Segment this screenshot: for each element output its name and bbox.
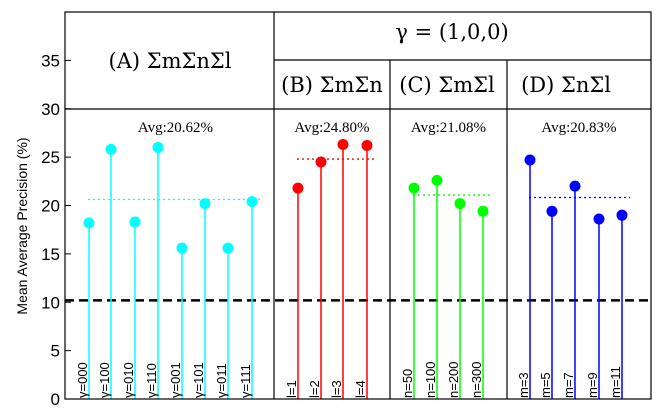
panel-title-D: (D) ΣnΣl (521, 73, 611, 97)
category-label-A: γ=111 (238, 364, 253, 398)
stem-marker-B (315, 156, 327, 168)
panel-title-B: (B) ΣmΣn (281, 73, 383, 97)
y-tick-label: 30 (41, 100, 60, 119)
category-label-C: n=200 (446, 361, 461, 398)
category-label-B: l=4 (353, 380, 368, 398)
y-tick-label: 0 (51, 390, 60, 409)
category-label-C: n=300 (469, 361, 484, 398)
category-label-D: m=7 (561, 372, 576, 398)
stem-marker-A (152, 141, 164, 153)
category-label-B: l=2 (307, 380, 322, 398)
category-label-D: m=9 (585, 372, 600, 398)
panel-headers: (A) ΣmΣnΣl (B) ΣmΣn (C) ΣmΣl (D) ΣnΣl (109, 49, 612, 97)
category-label-A: γ=110 (144, 363, 159, 398)
y-tick-label: 5 (51, 342, 60, 361)
stem-marker-A (176, 242, 188, 254)
stem-marker-D (546, 205, 558, 217)
category-label-A: γ=011 (214, 363, 229, 398)
category-label-D: m=11 (608, 366, 623, 398)
stem-marker-C (431, 174, 443, 186)
stem-marker-A (83, 217, 95, 229)
category-label-A: γ=100 (97, 362, 112, 398)
category-label-C: n=100 (423, 361, 438, 398)
y-tick-label: 35 (41, 51, 60, 70)
stem-marker-A (105, 143, 117, 155)
stem-marker-D (524, 154, 536, 166)
stem-marker-A (129, 216, 141, 228)
super-header-gamma: γ = (1,0,0) (395, 20, 508, 44)
stem-marker-C (454, 198, 466, 210)
category-label-B: l=3 (329, 380, 344, 398)
y-tick-label: 20 (41, 197, 60, 216)
avg-label-A: Avg:20.62% (138, 120, 213, 136)
stem-marker-A (199, 198, 211, 210)
stem-marker-D (616, 209, 628, 221)
category-label-A: γ=001 (168, 362, 183, 398)
stem-marker-B (361, 140, 373, 152)
y-tick-label: 15 (41, 245, 60, 264)
y-axis-label: Mean Average Precision (%) (14, 137, 30, 314)
stem-marker-C (408, 182, 420, 194)
category-label-A: γ=101 (191, 362, 206, 398)
stem-marker-D (569, 180, 581, 192)
category-label-D: m=5 (538, 372, 553, 398)
category-label-B: l=1 (284, 380, 299, 398)
stems: γ=000 γ=100 γ=010 γ=110 γ=001 γ=101 γ=011 γ=111… (75, 139, 628, 399)
y-tick-label: 10 (41, 293, 60, 312)
category-label-A: γ=000 (75, 362, 90, 398)
stem-marker-A (246, 196, 258, 208)
panel-title-A: (A) ΣmΣnΣl (109, 49, 232, 73)
stem-marker-A (222, 242, 234, 254)
category-label-A: γ=010 (121, 362, 136, 398)
plot-frame (64, 11, 652, 400)
panel-frames (64, 11, 652, 400)
category-label-C: n=50 (400, 369, 415, 398)
average-lines: Avg:20.62% Avg:24.80% Avg:21.08% Avg:20.83% (88, 120, 630, 201)
avg-label-B: Avg:24.80% (294, 120, 369, 136)
stem-marker-B (337, 139, 349, 151)
stem-marker-B (292, 182, 304, 194)
y-tick-label: 25 (41, 148, 60, 167)
avg-label-C: Avg:21.08% (411, 120, 486, 136)
y-axis: 0 5 10 15 20 25 30 35 (41, 51, 71, 409)
category-label-D: m=3 (516, 372, 531, 398)
panel-title-C: (C) ΣmΣl (399, 73, 495, 97)
stem-marker-C (477, 205, 489, 217)
avg-label-D: Avg:20.83% (541, 120, 616, 136)
stem-marker-D (593, 213, 605, 225)
